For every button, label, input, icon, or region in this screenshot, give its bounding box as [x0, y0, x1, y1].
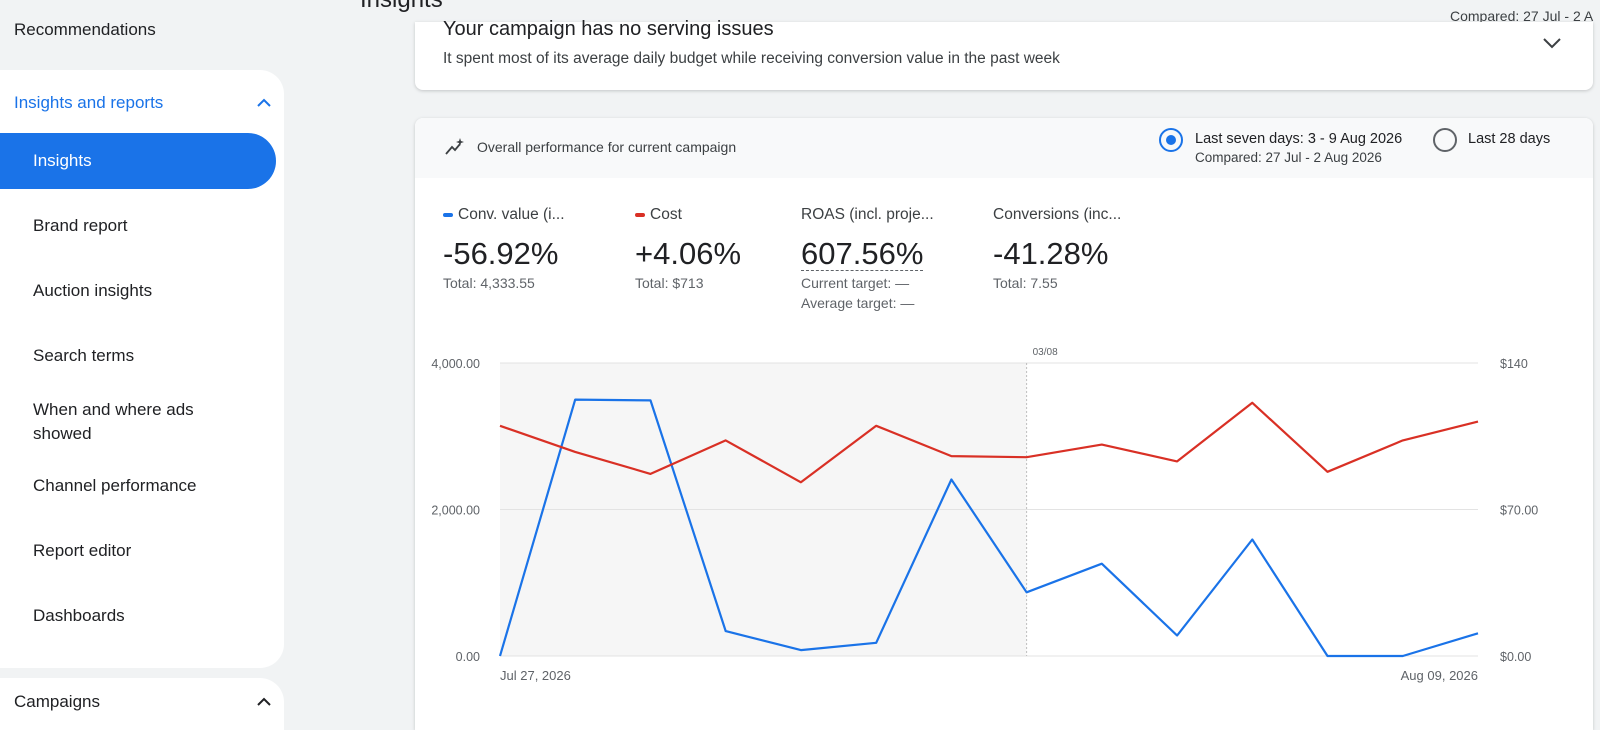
- sidebar-item-report-editor[interactable]: Report editor: [33, 541, 132, 560]
- sidebar-item-channel-performance[interactable]: Channel performance: [33, 476, 197, 495]
- insights-reports-header[interactable]: Insights and reports: [14, 88, 271, 118]
- y-right-tick-label: $140: [1500, 357, 1528, 371]
- issue-title: Your campaign has no serving issues: [443, 18, 774, 40]
- metric-conv-value[interactable]: Conv. value (i... -56.92% Total: 4,333.5…: [443, 206, 613, 292]
- sidebar-item-brand-report[interactable]: Brand report: [33, 216, 128, 235]
- metric-label: Cost: [650, 206, 682, 223]
- metric-value: 607.56%: [801, 236, 924, 271]
- x-tick-label: Aug 09, 2026: [1401, 668, 1478, 683]
- performance-card: Overall performance for current campaign…: [415, 118, 1593, 730]
- chevron-down-icon[interactable]: [1541, 36, 1563, 55]
- metric-total: Total: 4,333.55: [443, 275, 535, 291]
- top-strip: Insights Compared: 27 Jul - 2 A: [290, 0, 1600, 28]
- metric-value: -41.28%: [993, 236, 1109, 271]
- range-option-label[interactable]: Last seven days: 3 - 9 Aug 2026: [1195, 131, 1403, 147]
- metric-total: Total: 7.55: [993, 275, 1058, 291]
- issue-subtitle: It spent most of its average daily budge…: [443, 50, 1060, 67]
- y-left-tick-label: 4,000.00: [431, 357, 480, 371]
- metric-total: Total: $713: [635, 275, 704, 291]
- metric-average-target: Average target: —: [801, 295, 915, 311]
- metric-label: Conv. value (i...: [458, 206, 565, 223]
- range-option-compared: Compared: 27 Jul - 2 Aug 2026: [1195, 150, 1382, 165]
- campaigns-title: Campaigns: [14, 692, 100, 711]
- sidebar-item-insights[interactable]: Insights: [0, 133, 276, 189]
- metric-value: -56.92%: [443, 236, 559, 271]
- metric-label-row: Cost: [635, 206, 805, 224]
- serving-issues-card[interactable]: Your campaign has no serving issues It s…: [415, 18, 1593, 90]
- x-tick-label: Jul 27, 2026: [500, 668, 571, 683]
- radio-last-seven-days[interactable]: [1159, 128, 1183, 152]
- performance-line-chart: 4,000.00 $140 2,000.00 $70.00 0.00 $0.00 03/08…: [431, 347, 1538, 683]
- date-marker-label: 03/08: [1033, 347, 1058, 358]
- metric-roas[interactable]: ROAS (incl. proje... 607.56% Current tar…: [801, 206, 971, 312]
- metric-current-target: Current target: —: [801, 275, 910, 291]
- trend-sparkle-icon: [443, 136, 465, 163]
- page-title: Insights: [360, 0, 443, 14]
- top-compared-text: Compared: 27 Jul - 2 A: [1450, 8, 1594, 24]
- metric-label: Conversions (inc...: [993, 206, 1122, 223]
- y-left-tick-label: 2,000.00: [431, 504, 480, 518]
- sidebar-item-dashboards[interactable]: Dashboards: [33, 606, 125, 625]
- metric-label-row: Conv. value (i...: [443, 206, 613, 224]
- metric-label-row: Conversions (inc...: [993, 206, 1163, 224]
- sidebar-item-auction-insights[interactable]: Auction insights: [33, 281, 153, 300]
- sidebar-item-when-where-ads-showed[interactable]: When and where ads showed: [33, 400, 194, 443]
- metric-cost[interactable]: Cost +4.06% Total: $713: [635, 206, 805, 292]
- series-color-swatch: [635, 213, 645, 217]
- campaigns-group: Campaigns: [0, 678, 284, 730]
- performance-header: Overall performance for current campaign…: [415, 118, 1593, 178]
- sidebar-item-recommendations[interactable]: Recommendations: [14, 20, 156, 39]
- insights-reports-group: Insights and reports Insights Brand repo…: [0, 70, 284, 668]
- metric-label: ROAS (incl. proje...: [801, 206, 934, 223]
- y-right-tick-label: $70.00: [1500, 504, 1538, 518]
- metric-label-row: ROAS (incl. proje...: [801, 206, 971, 224]
- sidebar: Recommendations Insights and reports Ins…: [0, 0, 290, 730]
- performance-title: Overall performance for current campaign: [477, 139, 737, 155]
- group-title: Insights and reports: [14, 93, 164, 112]
- y-right-tick-label: $0.00: [1500, 650, 1531, 664]
- chevron-up-icon: [256, 97, 271, 109]
- radio-last-28-days[interactable]: [1433, 128, 1457, 152]
- series-line-cost: [499, 401, 1479, 484]
- campaigns-header[interactable]: Campaigns: [14, 692, 271, 712]
- series-line-conv-value: [498, 398, 1479, 658]
- metric-value: +4.06%: [635, 236, 742, 271]
- sidebar-item-search-terms[interactable]: Search terms: [33, 346, 135, 365]
- metric-conversions[interactable]: Conversions (inc... -41.28% Total: 7.55: [993, 206, 1163, 292]
- y-left-tick-label: 0.00: [456, 650, 480, 664]
- chevron-up-icon: [256, 696, 271, 708]
- series-color-swatch: [443, 213, 453, 217]
- range-option-label[interactable]: Last 28 days: [1468, 131, 1551, 147]
